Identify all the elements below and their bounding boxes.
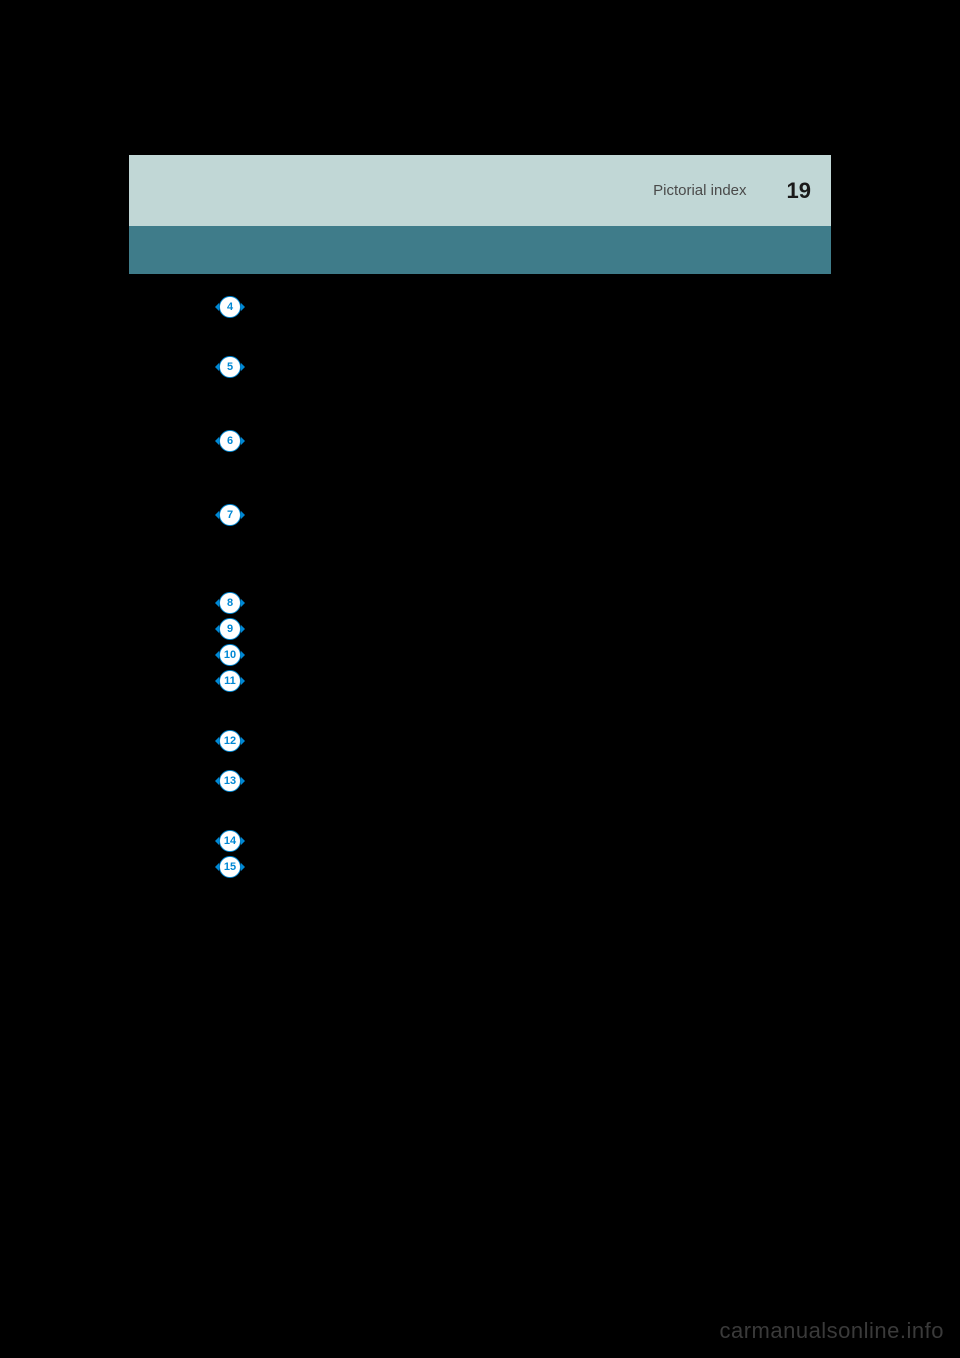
index-item: 10 xyxy=(219,644,831,666)
index-item: 12 xyxy=(219,730,831,752)
index-item: 15 xyxy=(219,856,831,878)
index-item: 11 xyxy=(219,670,831,692)
spacer xyxy=(219,756,831,770)
index-marker-icon: 5 xyxy=(219,356,241,378)
index-item: 14 xyxy=(219,830,831,852)
index-marker-icon: 9 xyxy=(219,618,241,640)
spacer xyxy=(219,530,831,578)
index-item: 9 xyxy=(219,618,831,640)
spacer xyxy=(219,578,831,592)
index-content: 4 5 6 7 8 9 10 11 12 13 14 15 xyxy=(129,274,831,878)
index-marker-icon: 15 xyxy=(219,856,241,878)
index-marker-icon: 11 xyxy=(219,670,241,692)
index-marker-icon: 8 xyxy=(219,592,241,614)
index-marker-icon: 13 xyxy=(219,770,241,792)
index-item: 8 xyxy=(219,592,831,614)
watermark-text: carmanualsonline.info xyxy=(719,1318,944,1344)
header-dark-bar xyxy=(129,226,831,274)
page-number: 19 xyxy=(787,178,811,204)
index-item: 6 xyxy=(219,430,831,452)
index-item: 7 xyxy=(219,504,831,526)
index-marker-icon: 14 xyxy=(219,830,241,852)
spacer xyxy=(219,796,831,830)
spacer xyxy=(219,322,831,356)
section-title: Pictorial index xyxy=(653,182,746,199)
spacer xyxy=(219,456,831,504)
index-marker-icon: 6 xyxy=(219,430,241,452)
index-marker-icon: 12 xyxy=(219,730,241,752)
index-item: 13 xyxy=(219,770,831,792)
index-item: 4 xyxy=(219,296,831,318)
spacer xyxy=(219,696,831,730)
spacer xyxy=(219,382,831,430)
page-container: Pictorial index 19 4 5 6 7 8 9 10 11 12 13 14 15 xyxy=(129,155,831,882)
header-light-bar: Pictorial index 19 xyxy=(129,155,831,226)
index-marker-icon: 10 xyxy=(219,644,241,666)
index-item: 5 xyxy=(219,356,831,378)
index-marker-icon: 4 xyxy=(219,296,241,318)
index-marker-icon: 7 xyxy=(219,504,241,526)
